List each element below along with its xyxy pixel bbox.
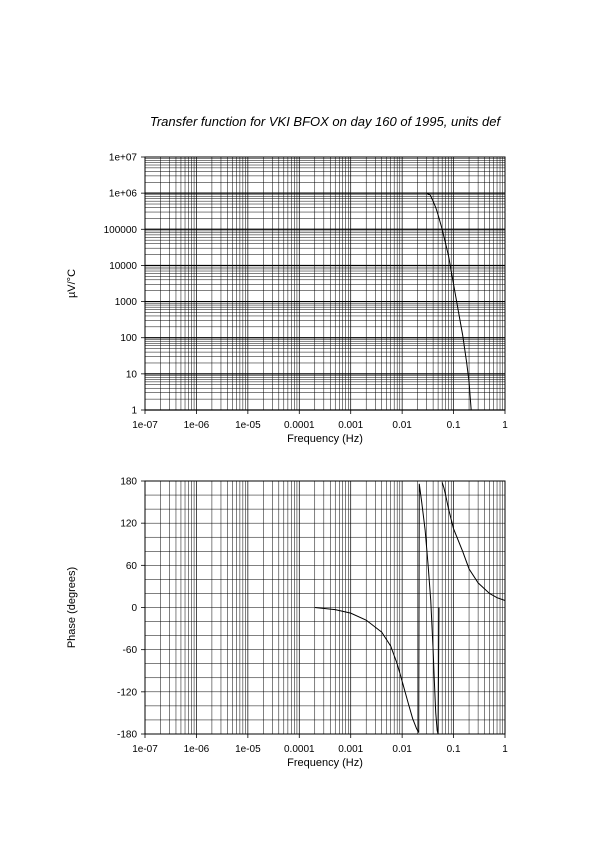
y-tick-label: 1e+06 xyxy=(109,189,138,200)
y-tick-label: 1e+07 xyxy=(109,153,138,164)
y-tick-label: 180 xyxy=(120,477,137,488)
x-tick-label: 1 xyxy=(502,744,508,755)
grid xyxy=(144,480,505,735)
x-tick-label: 1e-05 xyxy=(235,744,261,755)
y-tick-label: 10000 xyxy=(109,261,137,272)
y-tick-label: -120 xyxy=(117,687,137,698)
x-tick-label: 0.1 xyxy=(447,744,461,755)
x-tick-label: 0.0001 xyxy=(284,420,315,431)
y-tick-label: -180 xyxy=(117,730,137,741)
amplitude-panel: 1e-07 1e-06 1e-05 0.0001 0.001 0.01 0.1 1 1 10 100… xyxy=(66,153,508,446)
y-tick-label: 1000 xyxy=(115,297,138,308)
y-tick-label: -60 xyxy=(123,645,138,656)
y-tick-label: 0 xyxy=(131,603,137,614)
x-axis-label: Frequency (Hz) xyxy=(287,757,363,769)
x-tick-label: 0.0001 xyxy=(284,744,315,755)
x-tick-label: 1 xyxy=(502,420,508,431)
x-tick-label: 0.1 xyxy=(447,420,461,431)
x-tick-label: 0.01 xyxy=(392,744,412,755)
y-tick-label: 60 xyxy=(126,561,138,572)
plot-frame xyxy=(144,156,506,411)
y-tick-label: 1 xyxy=(131,406,137,417)
y-axis-label: µV/°C xyxy=(66,269,78,298)
x-tick-label: 1e-05 xyxy=(235,420,261,431)
phase-series-line xyxy=(314,482,506,735)
y-tick-label: 10 xyxy=(126,369,138,380)
x-tick-label: 1e-07 xyxy=(132,420,158,431)
x-tick-label: 0.01 xyxy=(392,420,412,431)
y-tick-label: 120 xyxy=(120,519,137,530)
y-tick-label: 100000 xyxy=(104,225,138,236)
x-tick-label: 1e-07 xyxy=(132,744,158,755)
x-axis-label: Frequency (Hz) xyxy=(287,433,363,445)
chart-title: Transfer function for VKI BFOX on day 16… xyxy=(150,114,502,129)
x-tick-label: 0.001 xyxy=(338,420,363,431)
x-tick-label: 1e-06 xyxy=(184,744,210,755)
phase-panel: 1e-07 1e-06 1e-05 0.0001 0.001 0.01 0.1 1 -180 -1… xyxy=(66,477,508,770)
grid xyxy=(144,157,505,411)
y-tick-label: 100 xyxy=(120,333,137,344)
x-tick-label: 1e-06 xyxy=(184,420,210,431)
x-tick-label: 0.001 xyxy=(338,744,363,755)
y-axis-label: Phase (degrees) xyxy=(66,567,78,648)
